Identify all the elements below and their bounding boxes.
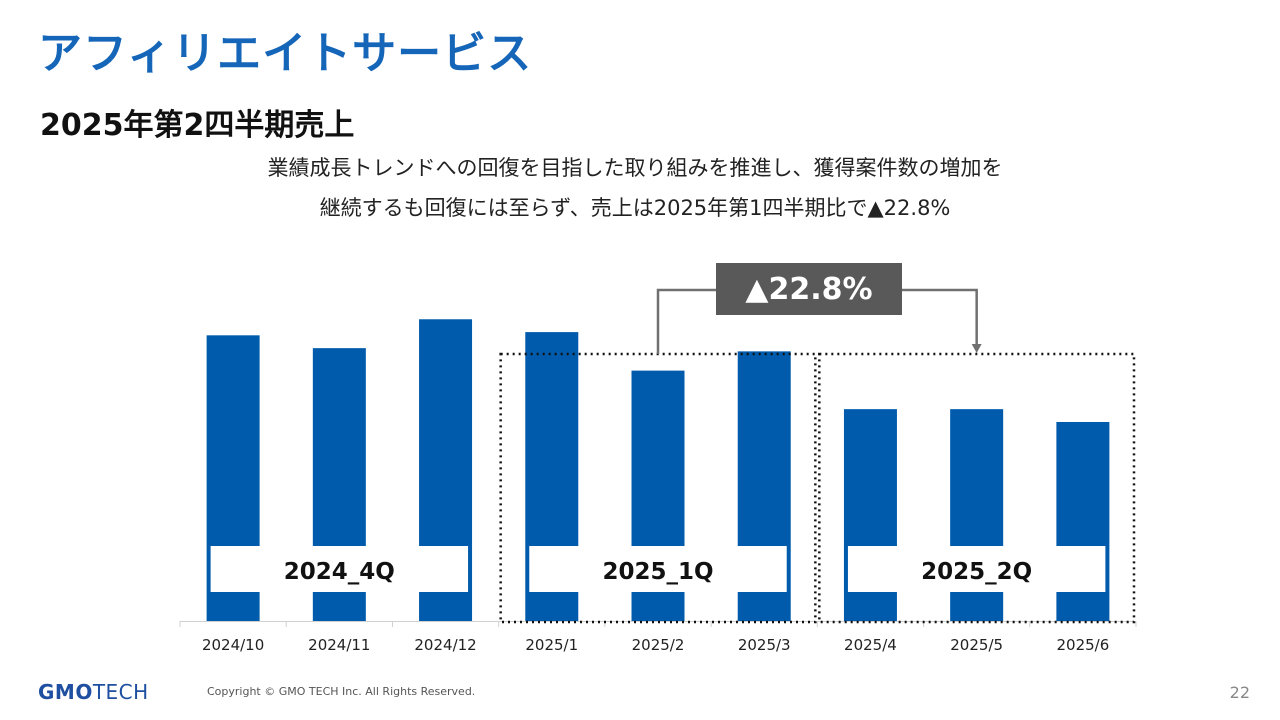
x-tick-label: 2024/10 (202, 636, 264, 654)
quarter-highlight-frame (818, 352, 1136, 624)
x-tick-label: 2025/1 (525, 636, 578, 654)
x-tick-label: 2024/12 (414, 636, 476, 654)
gmo-tech-logo: GMOTECH (38, 680, 149, 704)
x-tick-label: 2025/4 (844, 636, 897, 654)
quarter-label: 2025_1Q (602, 559, 713, 585)
quarter-label-box (529, 546, 787, 592)
bar-chart: 2024/10 2024/11 2024/12 2025/1 2025/2 2025/3 2… (179, 263, 1137, 654)
x-tick-label: 2025/6 (1056, 636, 1109, 654)
x-tick-label: 2025/2 (632, 636, 685, 654)
slide-subtitle: 2025年第2四半期売上 (40, 108, 355, 143)
quarter-label-box (847, 546, 1106, 592)
page-number: 22 (1229, 683, 1250, 702)
change-arrowhead (971, 344, 982, 353)
x-tick-label: 2025/3 (738, 636, 791, 654)
quarter-label-box (210, 546, 469, 592)
copyright-text: Copyright © GMO TECH Inc. All Rights Res… (207, 685, 476, 698)
description-line-2: 継続するも回復には至らず、売上は2025年第1四半期比で▲22.8% (319, 196, 951, 220)
x-tick-label: 2024/11 (308, 636, 370, 654)
quarter-label: 2025_2Q (921, 559, 1032, 585)
x-tick-label: 2025/5 (950, 636, 1003, 654)
slide-title: アフィリエイトサービス (38, 28, 533, 79)
change-label: ▲22.8% (745, 272, 872, 307)
change-label-box (716, 263, 902, 315)
quarter-label: 2024_4Q (284, 559, 395, 585)
description-line-1: 業績成長トレンドへの回復を目指した取り組みを推進し、獲得案件数の増加を (267, 156, 1003, 180)
